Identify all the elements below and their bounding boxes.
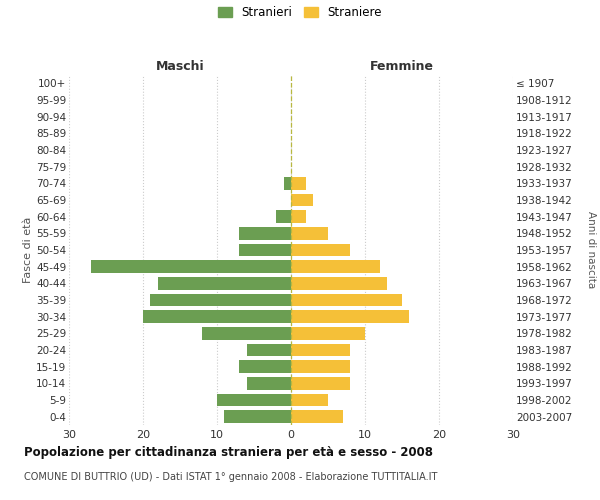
Bar — [239, 244, 291, 256]
Bar — [291, 360, 350, 373]
Bar — [247, 344, 291, 356]
Bar — [239, 227, 291, 239]
Bar — [291, 327, 365, 340]
Bar — [224, 410, 291, 423]
Bar — [291, 377, 350, 390]
Bar — [217, 394, 291, 406]
Text: Anni di nascita: Anni di nascita — [586, 212, 596, 288]
Text: COMUNE DI BUTTRIO (UD) - Dati ISTAT 1° gennaio 2008 - Elaborazione TUTTITALIA.IT: COMUNE DI BUTTRIO (UD) - Dati ISTAT 1° g… — [24, 472, 437, 482]
Y-axis label: Fasce di età: Fasce di età — [23, 217, 33, 283]
Bar — [291, 177, 306, 190]
Bar — [291, 260, 380, 273]
Bar — [291, 310, 409, 323]
Text: Popolazione per cittadinanza straniera per età e sesso - 2008: Popolazione per cittadinanza straniera p… — [24, 446, 433, 459]
Bar — [284, 177, 291, 190]
Bar — [291, 244, 350, 256]
Bar — [276, 210, 291, 223]
Bar — [291, 194, 313, 206]
Bar — [291, 277, 387, 289]
Text: Femmine: Femmine — [370, 60, 434, 72]
Bar — [291, 410, 343, 423]
Bar — [202, 327, 291, 340]
Bar — [247, 377, 291, 390]
Bar — [291, 394, 328, 406]
Bar — [291, 210, 306, 223]
Bar — [291, 227, 328, 239]
Legend: Stranieri, Straniere: Stranieri, Straniere — [218, 6, 382, 19]
Bar — [291, 294, 402, 306]
Bar — [91, 260, 291, 273]
Text: Maschi: Maschi — [155, 60, 205, 72]
Bar — [239, 360, 291, 373]
Bar — [151, 294, 291, 306]
Bar — [291, 344, 350, 356]
Bar — [143, 310, 291, 323]
Bar — [158, 277, 291, 289]
